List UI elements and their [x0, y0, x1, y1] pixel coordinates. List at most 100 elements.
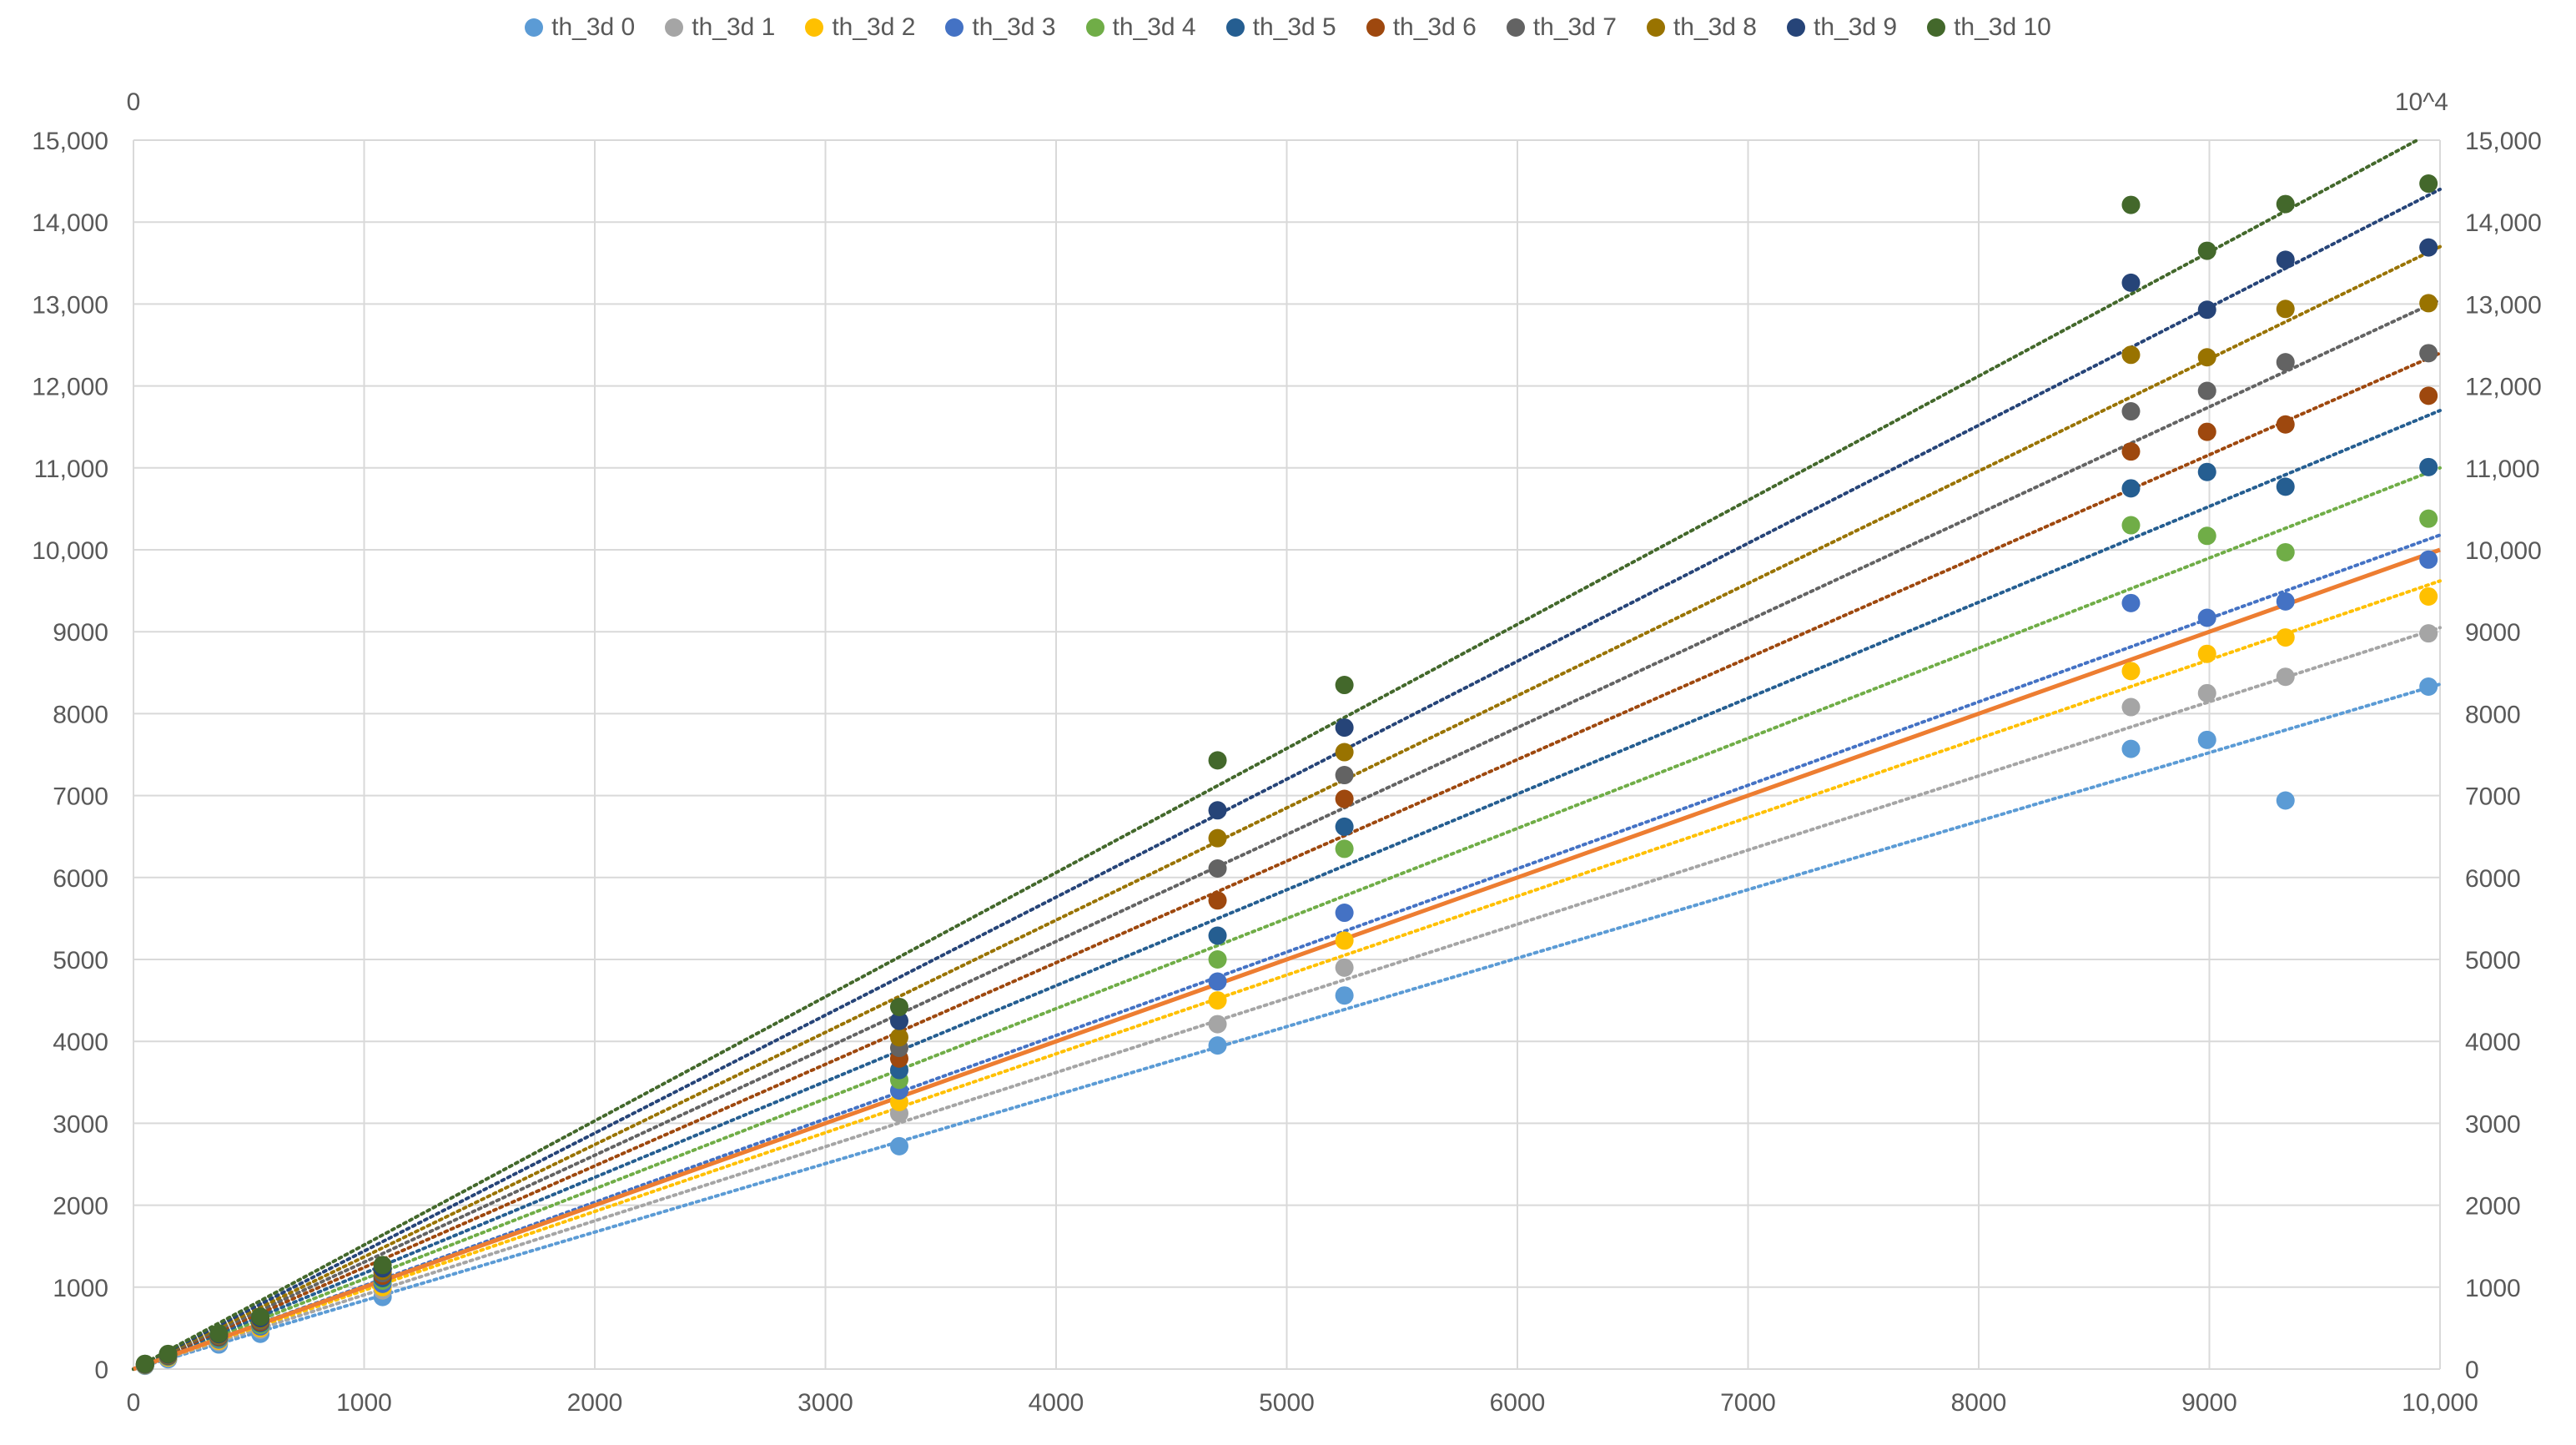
data-point [2276, 250, 2295, 269]
legend-swatch [945, 18, 964, 37]
y-tick-label-right: 14,000 [2465, 209, 2542, 237]
legend-item: th_3d 9 [1786, 13, 1897, 42]
data-point [1208, 950, 1227, 969]
legend-item: th_3d 3 [945, 13, 1056, 42]
data-point [2197, 730, 2216, 749]
data-point [2419, 587, 2438, 606]
legend-swatch [1225, 18, 1245, 37]
trendline [132, 351, 2442, 1371]
y-tick-label-left: 10,000 [32, 537, 108, 565]
data-point [2197, 683, 2216, 702]
data-point [2419, 294, 2438, 313]
data-points [135, 174, 2438, 1376]
legend-label: th_3d 3 [972, 13, 1056, 41]
data-point [2121, 479, 2141, 498]
data-point [2121, 697, 2141, 717]
trendline [132, 533, 2442, 1371]
y-tick-label-right: 7000 [2465, 783, 2521, 811]
x-tick-label: 2000 [567, 1389, 623, 1417]
y-tick-label-left: 8000 [53, 701, 108, 728]
data-point [889, 1136, 908, 1155]
legend-item: th_3d 6 [1366, 13, 1477, 42]
x-tick-label: 3000 [797, 1389, 853, 1417]
y-tick-label-right: 11,000 [2465, 456, 2540, 483]
y-tick-label-left: 1000 [53, 1275, 108, 1302]
x-tick-label: 9000 [2181, 1389, 2237, 1417]
data-point [2121, 345, 2141, 365]
data-point [1208, 1015, 1227, 1034]
y-tick-label-right: 15,000 [2465, 128, 2542, 155]
x-tick-label: 8000 [1951, 1389, 2007, 1417]
secondary-axis-right-label: 10^4 [2395, 88, 2448, 116]
data-point [1208, 828, 1227, 848]
x-tick-label: 6000 [1490, 1389, 1546, 1417]
y-tick-label-left: 7000 [53, 783, 108, 811]
data-point [2121, 593, 2141, 612]
y-tick-label-right: 1000 [2465, 1275, 2521, 1302]
data-point [2276, 353, 2295, 372]
data-point [2419, 344, 2438, 363]
y-tick-label-right: 9000 [2465, 619, 2521, 647]
data-point [2197, 348, 2216, 367]
legend-label: th_3d 0 [551, 13, 636, 41]
data-point [2121, 662, 2141, 681]
data-point [2121, 442, 2141, 461]
trendlines [132, 138, 2442, 1372]
legend-swatch [1085, 18, 1104, 37]
data-point [1208, 972, 1227, 991]
gridlines [133, 139, 2441, 1370]
data-point [1335, 839, 1354, 858]
data-point [2197, 241, 2216, 260]
data-point [2276, 415, 2295, 434]
trendline [132, 187, 2442, 1371]
y-tick-label-left: 2000 [53, 1193, 108, 1221]
data-point [209, 1324, 229, 1343]
y-tick-label-right: 0 [2465, 1357, 2479, 1384]
data-point [2197, 381, 2216, 400]
trendline [132, 409, 2442, 1371]
y-tick-label-left: 13,000 [32, 291, 108, 319]
data-point [135, 1354, 154, 1373]
data-point [1335, 931, 1354, 950]
data-point [2121, 516, 2141, 535]
legend-swatch [1646, 18, 1665, 37]
y-tick-label-right: 4000 [2465, 1029, 2521, 1056]
y-tick-label-right: 2000 [2465, 1193, 2521, 1221]
y-tick-label-left: 5000 [53, 947, 108, 974]
x-tick-label: 7000 [1720, 1389, 1776, 1417]
reference-line [133, 547, 2441, 1372]
legend-swatch [1786, 18, 1805, 37]
chart-legend: th_3d 0 th_3d 1 th_3d 2 th_3d 3 th_3d 4 th_3d… [0, 13, 2576, 42]
legend-label: th_3d 2 [832, 13, 916, 41]
y-tick-label-left: 3000 [53, 1110, 108, 1138]
data-point [2419, 457, 2438, 476]
legend-label: th_3d 1 [692, 13, 776, 41]
x-tick-label: 0 [127, 1389, 141, 1417]
data-point [2276, 477, 2295, 496]
y-tick-label-left: 9000 [53, 619, 108, 647]
legend-swatch [1366, 18, 1385, 37]
y-tick-label-right: 8000 [2465, 701, 2521, 728]
y-tick-label-right: 5000 [2465, 947, 2521, 974]
x-tick-label: 5000 [1259, 1389, 1315, 1417]
legend-item: th_3d 1 [665, 13, 775, 42]
data-point [1335, 817, 1354, 836]
legend-item: th_3d 5 [1225, 13, 1336, 42]
data-point [2121, 739, 2141, 758]
y-tick-label-left: 14,000 [32, 209, 108, 237]
data-point [1208, 858, 1227, 878]
data-point [2197, 300, 2216, 320]
data-point [889, 1011, 908, 1030]
data-point [2419, 174, 2438, 194]
legend-swatch [665, 18, 684, 37]
data-point [1335, 743, 1354, 762]
trendline [132, 626, 2442, 1371]
trendline [132, 682, 2442, 1371]
legend-item: th_3d 0 [525, 13, 635, 42]
trendline [132, 298, 2442, 1371]
data-point [889, 997, 908, 1016]
data-point [251, 1307, 270, 1327]
legend-label: th_3d 10 [1954, 13, 2051, 41]
